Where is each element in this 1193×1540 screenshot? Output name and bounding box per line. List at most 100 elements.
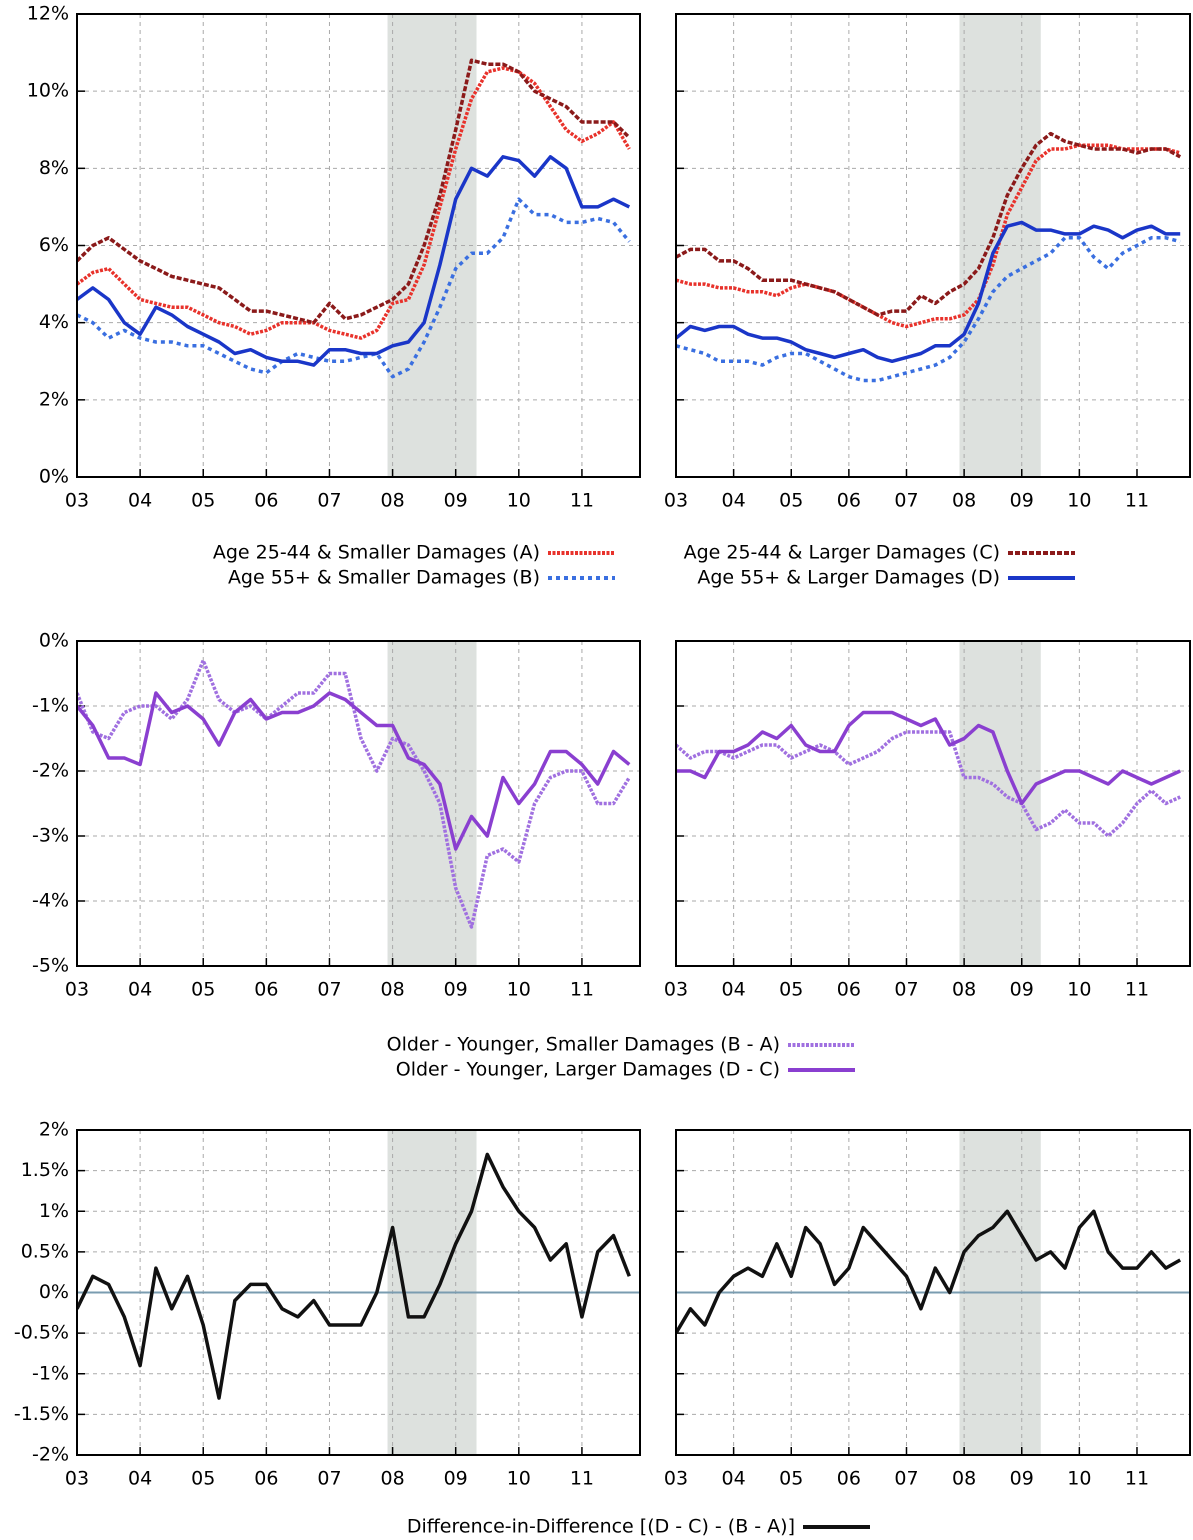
legend-label: Age 25-44 & Larger Damages (C): [684, 542, 1000, 564]
y-tick-label: 2%: [39, 388, 69, 410]
series-line: [676, 143, 1181, 329]
y-tick-label: 8%: [39, 157, 69, 179]
x-tick-label: 05: [779, 490, 803, 512]
series-line: [77, 197, 631, 379]
series-line: [676, 220, 1181, 364]
x-tick-label: 07: [894, 1468, 918, 1490]
x-tick-label: 03: [664, 490, 688, 512]
series-line: [676, 1209, 1182, 1334]
x-tick-label: 06: [837, 490, 861, 512]
x-tick-label: 03: [664, 1468, 688, 1490]
y-tick-label: -1%: [32, 695, 69, 717]
x-tick-label: 10: [507, 979, 531, 1001]
x-tick-label: 09: [1010, 1468, 1034, 1490]
y-tick-label: -5%: [32, 955, 69, 977]
plot-border: [675, 13, 1191, 478]
x-tick-label: 08: [380, 979, 404, 1001]
x-tick-label: 10: [1067, 1468, 1091, 1490]
x-tick-label: 05: [779, 979, 803, 1001]
x-tick-label: 08: [952, 490, 976, 512]
x-tick-label: 05: [191, 1468, 215, 1490]
x-tick-label: 11: [570, 1468, 594, 1490]
legend-label: Age 55+ & Larger Damages (D): [697, 567, 1000, 589]
x-tick-label: 09: [1010, 979, 1034, 1001]
x-tick-label: 06: [837, 1468, 861, 1490]
series-line: [77, 58, 631, 325]
y-tick-label: -1.5%: [14, 1403, 69, 1425]
series-line: [676, 710, 1181, 806]
series-line: [77, 1152, 631, 1400]
x-tick-label: 10: [507, 490, 531, 512]
x-tick-label: 07: [317, 979, 341, 1001]
x-tick-label: 11: [570, 979, 594, 1001]
y-tick-label: 0%: [39, 630, 69, 652]
x-tick-label: 05: [779, 1468, 803, 1490]
y-tick-label: -3%: [32, 825, 69, 847]
x-tick-label: 05: [191, 490, 215, 512]
series-line: [77, 66, 631, 340]
x-tick-label: 03: [65, 490, 89, 512]
series-line: [676, 730, 1181, 838]
legend-label: Difference-in-Difference [(D - C) - (B -…: [407, 1516, 795, 1538]
plot-border: [675, 640, 1191, 967]
x-tick-label: 11: [570, 490, 594, 512]
x-tick-label: 07: [317, 490, 341, 512]
x-tick-label: 08: [380, 490, 404, 512]
legend-label: Age 25-44 & Smaller Damages (A): [213, 542, 540, 564]
plot-border: [675, 1129, 1191, 1456]
x-tick-label: 04: [128, 490, 152, 512]
x-tick-label: 10: [507, 1468, 531, 1490]
x-tick-label: 10: [1067, 979, 1091, 1001]
x-tick-label: 07: [894, 490, 918, 512]
legend-label: Older - Younger, Smaller Damages (B - A): [387, 1034, 780, 1056]
x-tick-label: 04: [722, 1468, 746, 1490]
x-tick-label: 04: [128, 979, 152, 1001]
legend-label: Age 55+ & Smaller Damages (B): [228, 567, 540, 589]
x-tick-label: 05: [191, 979, 215, 1001]
x-tick-label: 09: [444, 979, 468, 1001]
x-tick-label: 10: [1067, 490, 1091, 512]
shaded-period: [387, 641, 477, 966]
x-tick-label: 03: [664, 979, 688, 1001]
x-tick-label: 11: [1125, 490, 1149, 512]
x-tick-label: 04: [722, 490, 746, 512]
x-tick-label: 08: [952, 1468, 976, 1490]
plot-border: [76, 640, 641, 967]
y-tick-label: 10%: [27, 80, 69, 102]
x-tick-label: 09: [444, 1468, 468, 1490]
y-tick-label: -1%: [32, 1362, 69, 1384]
x-tick-label: 06: [837, 979, 861, 1001]
series-line: [676, 131, 1182, 317]
x-tick-label: 07: [894, 979, 918, 1001]
x-tick-label: 09: [444, 490, 468, 512]
y-tick-label: 0%: [39, 466, 69, 488]
x-tick-label: 03: [65, 1468, 89, 1490]
x-tick-label: 06: [254, 490, 278, 512]
y-tick-label: -4%: [32, 890, 69, 912]
y-tick-label: 0.5%: [21, 1240, 69, 1262]
series-line: [77, 691, 631, 851]
y-tick-label: 4%: [39, 311, 69, 333]
y-tick-label: -2%: [32, 1444, 69, 1466]
x-tick-label: 07: [317, 1468, 341, 1490]
x-tick-label: 08: [952, 979, 976, 1001]
x-tick-label: 04: [128, 1468, 152, 1490]
x-tick-label: 11: [1125, 1468, 1149, 1490]
plot-border: [76, 1129, 641, 1456]
y-tick-label: -0.5%: [14, 1322, 69, 1344]
x-tick-label: 09: [1010, 490, 1034, 512]
series-line: [77, 155, 631, 367]
x-tick-label: 11: [1125, 979, 1149, 1001]
y-tick-label: 12%: [27, 3, 69, 25]
legend-label: Older - Younger, Larger Damages (D - C): [396, 1059, 780, 1081]
y-tick-label: 0%: [39, 1281, 69, 1303]
x-tick-label: 03: [65, 979, 89, 1001]
plot-border: [76, 13, 641, 478]
y-tick-label: 2%: [39, 1119, 69, 1141]
shaded-period: [959, 641, 1041, 966]
series-line: [676, 236, 1181, 383]
x-tick-label: 04: [722, 979, 746, 1001]
y-tick-label: 1%: [39, 1200, 69, 1222]
y-tick-label: 6%: [39, 234, 69, 256]
